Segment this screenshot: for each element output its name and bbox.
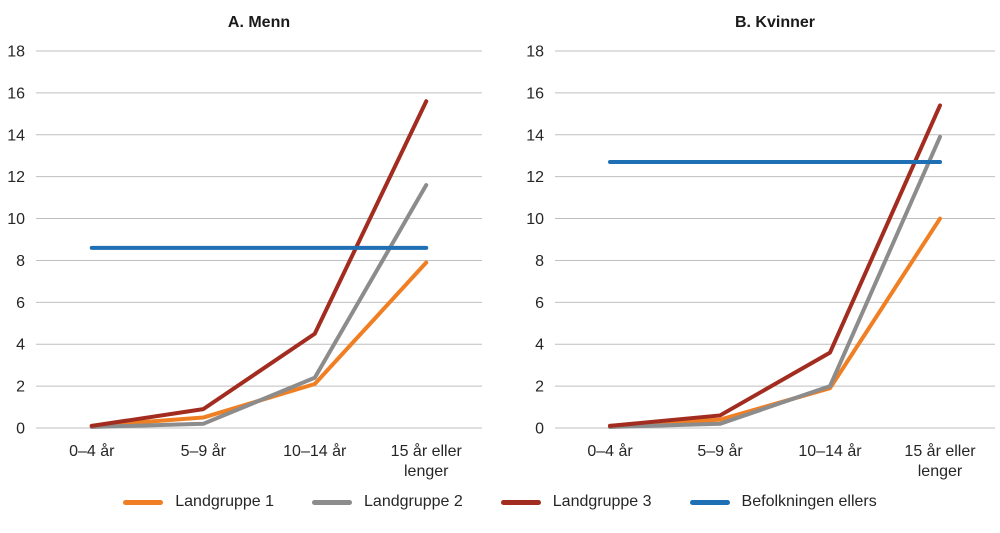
y-tick-label: 12 <box>526 169 544 186</box>
legend-label: Landgruppe 2 <box>364 493 463 510</box>
panel-title-b-kvinner: B. Kvinner <box>735 14 815 31</box>
y-tick-label: 16 <box>7 85 25 102</box>
legend-swatch-landgruppe-2 <box>312 499 353 505</box>
y-tick-label: 6 <box>535 295 544 312</box>
legend-swatch-landgruppe-1 <box>123 499 164 505</box>
legend-item-landgruppe-3: Landgruppe 3 <box>500 493 652 510</box>
y-tick-label: 8 <box>535 253 544 270</box>
x-tick-label: 5–9 år <box>697 442 743 460</box>
legend-label: Landgruppe 1 <box>175 493 275 510</box>
y-tick-label: 2 <box>16 379 25 396</box>
chart-canvas: A. Menn 0 2 4 6 8 10 12 14 16 18 0–4 år 5–9 år 10–14 … <box>7 14 995 480</box>
y-tick-label: 2 <box>535 379 544 396</box>
legend-label: Landgruppe 3 <box>552 493 652 510</box>
y-tick-label: 4 <box>16 337 25 354</box>
y-tick-label: 14 <box>7 127 25 144</box>
y-tick-label: 14 <box>526 127 544 144</box>
y-tick-label: 8 <box>16 253 25 270</box>
x-tick-label: 5–9 år <box>181 442 227 460</box>
series-line-landgruppe-2 <box>89 183 429 429</box>
y-tick-label: 4 <box>535 337 544 354</box>
legend-item-landgruppe-2: Landgruppe 2 <box>312 494 463 510</box>
x-tick-label: 0–4 år <box>69 442 115 460</box>
legend-item-befolkningen-ellers: Befolkningen ellers <box>689 493 877 510</box>
series-line-landgruppe-3 <box>89 99 429 428</box>
x-tick-label: 0–4 år <box>587 442 633 460</box>
y-tick-label: 16 <box>526 85 544 102</box>
y-tick-label: 10 <box>526 211 544 228</box>
y-tick-label: 12 <box>7 169 25 186</box>
legend-label: Befolkningen ellers <box>741 493 877 510</box>
x-tick-label: 10–14 år <box>798 442 862 460</box>
legend-swatch-befolkningen-ellers <box>689 499 730 505</box>
series-line-landgruppe-3 <box>608 103 942 428</box>
series-line-landgruppe-2 <box>608 134 942 429</box>
y-tick-label: 10 <box>7 211 25 228</box>
chart-legend: Landgruppe 1 Landgruppe 2 Landgruppe 3 Befo… <box>0 494 1000 510</box>
legend-item-landgruppe-1: Landgruppe 1 <box>123 494 274 510</box>
y-tick-label: 18 <box>7 44 25 61</box>
x-tick-label: 15 år eller lenger <box>904 442 976 480</box>
x-tick-label: 15 år eller lenger <box>391 442 463 480</box>
panel-title-a-menn: A. Menn <box>228 14 290 31</box>
legend-swatch-landgruppe-3 <box>500 499 541 505</box>
y-tick-label: 0 <box>16 421 25 438</box>
y-tick-label: 0 <box>535 421 544 438</box>
y-tick-label: 6 <box>16 295 25 312</box>
y-tick-label: 18 <box>526 44 544 61</box>
x-tick-label: 10–14 år <box>283 442 347 460</box>
